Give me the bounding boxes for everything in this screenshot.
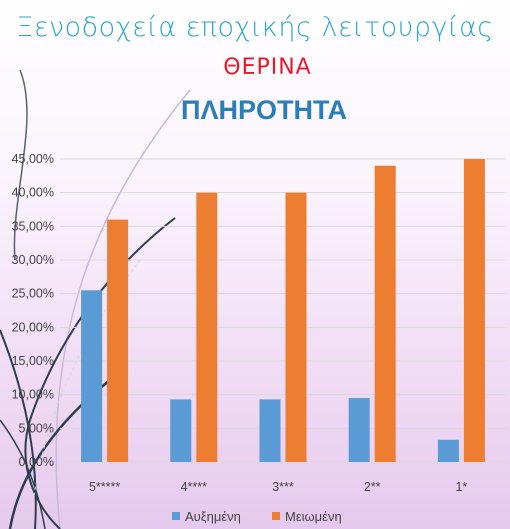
- legend-swatch: [272, 512, 280, 520]
- y-tick-label: 30,00%: [12, 253, 54, 267]
- bar-increased: [170, 399, 192, 462]
- bar-decreased: [463, 159, 485, 462]
- bar-decreased: [285, 192, 307, 462]
- y-tick-label: 20,00%: [12, 320, 54, 334]
- x-tick-label: 3***: [272, 480, 294, 494]
- x-tick-label: 1*: [455, 480, 467, 494]
- bar-increased: [348, 398, 370, 462]
- x-tick-label: 5*****: [89, 480, 120, 494]
- legend-label: Μειωμένη: [285, 509, 342, 524]
- bar-decreased: [107, 219, 129, 462]
- legend-label: Αυξημένη: [185, 509, 241, 524]
- page-title: Ξενοδοχεία εποχικής λειτουργίας: [16, 12, 494, 43]
- bar-increased: [259, 399, 281, 462]
- chart-title: ΠΛΗΡΟΤΗΤΑ: [181, 95, 347, 125]
- legend-swatch: [172, 512, 180, 520]
- bar-decreased: [196, 192, 218, 462]
- y-tick-label: 10,00%: [12, 388, 54, 402]
- y-tick-label: 25,00%: [12, 287, 54, 301]
- x-tick-label: 2**: [364, 480, 381, 494]
- bar-increased: [437, 439, 459, 462]
- bar-increased: [81, 290, 103, 462]
- page-subtitle: ΘΕΡΙΝΑ: [223, 55, 312, 80]
- y-tick-label: 45,00%: [12, 152, 54, 166]
- bar-decreased: [374, 165, 396, 462]
- y-tick-label: 40,00%: [12, 186, 54, 200]
- y-tick-label: 35,00%: [12, 219, 54, 233]
- y-tick-label: 5,00%: [19, 421, 54, 435]
- y-tick-label: 0,00%: [19, 455, 54, 469]
- x-tick-label: 4****: [181, 480, 208, 494]
- y-tick-label: 15,00%: [12, 354, 54, 368]
